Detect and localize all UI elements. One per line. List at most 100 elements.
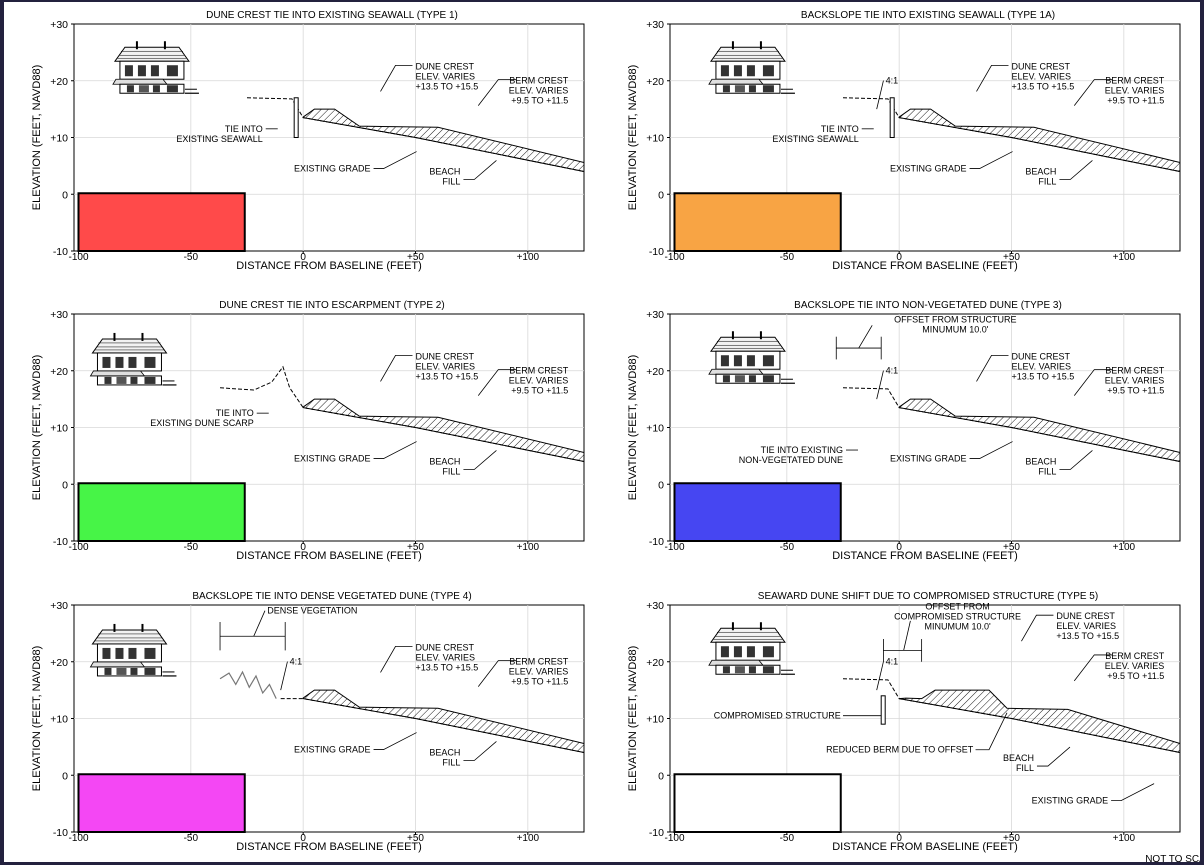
panel-title: BACKSLOPE TIE INTO NON-VEGETATED DUNE (T… xyxy=(794,300,1062,311)
tie-label: TIE INTO xyxy=(225,124,263,134)
beach-fill-label: FILL xyxy=(1016,763,1034,773)
y-tick-label: +20 xyxy=(646,76,664,88)
beach-fill-hatch xyxy=(899,689,1181,754)
beach-fill-label: BEACH xyxy=(429,456,460,466)
x-axis-label: DISTANCE FROM BASELINE (FEET) xyxy=(236,260,422,272)
panel-type-1: DUNE CREST TIE INTO EXISTING SEAWALL (TY… xyxy=(31,10,585,272)
panel-title: BACKSLOPE TIE INTO EXISTING SEAWALL (TYP… xyxy=(801,10,1055,21)
x-tick-label: -50 xyxy=(780,542,795,553)
berm-crest-label: BERM CREST xyxy=(509,366,569,376)
vegetation-zigzag xyxy=(219,670,277,699)
y-tick-label: -10 xyxy=(649,536,664,548)
y-tick-label: 0 xyxy=(658,770,664,782)
beach-fill-label: FILL xyxy=(442,757,460,767)
color-swatch xyxy=(77,192,246,252)
existing-grade-label: EXISTING GRADE xyxy=(890,164,967,174)
slope-label: 4:1 xyxy=(886,657,899,667)
y-tick-label: +10 xyxy=(646,423,664,435)
y-tick-label: 0 xyxy=(62,479,68,491)
y-tick-label: +30 xyxy=(646,600,664,612)
dune-crest-label: +13.5 TO +15.5 xyxy=(415,371,478,381)
berm-crest-label: BERM CREST xyxy=(1105,651,1165,661)
beach-fill-label: BEACH xyxy=(429,747,460,757)
compromised-structure-symbol xyxy=(880,695,886,725)
dune-crest-label: DUNE CREST xyxy=(1011,351,1070,361)
beach-fill-leader xyxy=(1059,450,1093,470)
x-axis-label: DISTANCE FROM BASELINE (FEET) xyxy=(832,841,1018,853)
panel-type-6: SEAWARD DUNE SHIFT DUE TO COMPROMISED ST… xyxy=(627,591,1181,853)
x-tick-label: +50 xyxy=(1003,252,1020,263)
existing-grade-leader xyxy=(373,441,417,459)
x-tick-label: -100 xyxy=(664,833,684,844)
dune-crest-label: +13.5 TO +15.5 xyxy=(1011,371,1074,381)
not-to-scale-note: NOT TO SCALE xyxy=(1145,854,1200,862)
berm-crest-label: +9.5 TO +11.5 xyxy=(511,96,568,106)
dune-sections-svg: DUNE CREST TIE INTO EXISTING SEAWALL (TY… xyxy=(31,10,1181,853)
y-axis-label: ELEVATION (FEET, NAVD88) xyxy=(31,355,43,500)
x-tick-label: -50 xyxy=(780,252,795,263)
seawall-symbol xyxy=(889,97,895,138)
y-tick-label: +20 xyxy=(646,657,664,669)
beach-fill-leader xyxy=(463,450,497,470)
y-tick-label: 0 xyxy=(658,189,664,201)
dune-crest-label: ELEV. VARIES xyxy=(415,652,475,662)
x-tick-label: +100 xyxy=(1113,542,1136,553)
dune-crest-label: ELEV. VARIES xyxy=(1056,621,1116,631)
x-axis-label: DISTANCE FROM BASELINE (FEET) xyxy=(236,841,422,853)
berm-crest-label: +9.5 TO +11.5 xyxy=(1107,671,1164,681)
panel-type-4: BACKSLOPE TIE INTO NON-VEGETATED DUNE (T… xyxy=(627,300,1181,562)
house-icon xyxy=(89,331,178,386)
dune-crest-leader xyxy=(976,65,1009,92)
offset-label: OFFSET FROM xyxy=(925,602,989,612)
dune-crest-label: ELEV. VARIES xyxy=(415,361,475,371)
berm-crest-label: BERM CREST xyxy=(1105,76,1165,86)
house-icon xyxy=(89,622,178,677)
dune-crest-label: +13.5 TO +15.5 xyxy=(1056,631,1119,641)
berm-crest-label: +9.5 TO +11.5 xyxy=(1107,386,1164,396)
berm-crest-leader xyxy=(477,369,517,396)
y-tick-label: +20 xyxy=(50,657,68,669)
existing-grade-leader xyxy=(969,441,1013,459)
berm-crest-label: ELEV. VARIES xyxy=(1105,661,1165,671)
dune-crest-leader xyxy=(380,646,413,673)
x-tick-label: 0 xyxy=(896,833,902,844)
dune-crest-label: DUNE CREST xyxy=(415,351,474,361)
berm-crest-label: +9.5 TO +11.5 xyxy=(511,677,568,687)
panel-type-5: BACKSLOPE TIE INTO DENSE VEGETATED DUNE … xyxy=(31,591,585,853)
y-tick-label: +10 xyxy=(646,714,664,726)
berm-crest-label: ELEV. VARIES xyxy=(509,86,569,96)
berm-crest-label: ELEV. VARIES xyxy=(1105,86,1165,96)
slope-label: 4:1 xyxy=(886,76,899,86)
panel-title: SEAWARD DUNE SHIFT DUE TO COMPROMISED ST… xyxy=(758,591,1098,602)
slope-label: 4:1 xyxy=(886,366,899,376)
y-axis-label: ELEVATION (FEET, NAVD88) xyxy=(627,65,639,210)
dune-crest-label: DUNE CREST xyxy=(1056,611,1115,621)
y-tick-label: +30 xyxy=(646,19,664,31)
reduced-berm-leader xyxy=(975,712,1008,751)
beach-fill-label: BEACH xyxy=(1025,456,1056,466)
y-axis-label: ELEVATION (FEET, NAVD88) xyxy=(627,646,639,791)
x-tick-label: +100 xyxy=(517,542,540,553)
existing-grade-label: EXISTING GRADE xyxy=(294,454,371,464)
drawing-sheet: DUNE CREST TIE INTO EXISTING SEAWALL (TY… xyxy=(4,2,1200,862)
panel-type-2: BACKSLOPE TIE INTO EXISTING SEAWALL (TYP… xyxy=(627,10,1181,272)
dune-crest-leader xyxy=(380,65,413,92)
dune-crest-label: DUNE CREST xyxy=(415,642,474,652)
y-tick-label: +20 xyxy=(646,366,664,378)
y-tick-label: +10 xyxy=(50,714,68,726)
offset-leader xyxy=(858,325,873,349)
x-tick-label: -50 xyxy=(184,833,199,844)
y-tick-label: +30 xyxy=(646,309,664,321)
slope-label: 4:1 xyxy=(290,657,303,667)
existing-grade-leader xyxy=(969,151,1013,169)
beach-fill-hatch xyxy=(302,398,585,463)
berm-crest-leader xyxy=(477,79,517,106)
dune-crest-label: ELEV. VARIES xyxy=(415,71,475,81)
x-tick-label: +50 xyxy=(1003,542,1020,553)
x-tick-label: -100 xyxy=(68,833,88,844)
color-swatch xyxy=(673,192,842,252)
dense-vegetation-label: DENSE VEGETATION xyxy=(267,606,357,616)
y-tick-label: +10 xyxy=(50,133,68,145)
x-axis-label: DISTANCE FROM BASELINE (FEET) xyxy=(832,260,1018,272)
x-tick-label: +100 xyxy=(1113,833,1136,844)
